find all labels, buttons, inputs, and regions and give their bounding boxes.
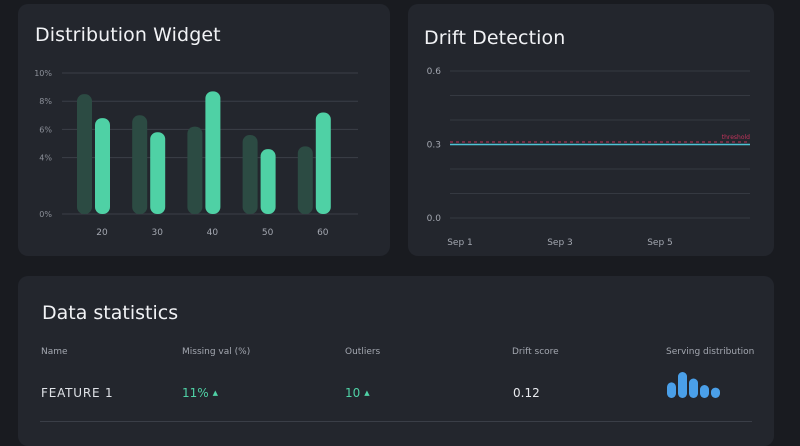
x-tick-label: Sep 1	[447, 238, 473, 248]
feature-name: FEATURE 1	[41, 386, 114, 400]
x-tick-label: 60	[317, 228, 329, 238]
bar-foreground-series[interactable]	[315, 112, 331, 214]
y-tick-label: 0%	[39, 210, 52, 219]
bar-background-series[interactable]	[132, 115, 148, 214]
x-tick-label: 50	[262, 228, 274, 238]
drift-detection-title: Drift Detection	[424, 27, 566, 49]
data-statistics-title: Data statistics	[42, 302, 179, 324]
bar-foreground-series[interactable]	[260, 149, 276, 214]
column-header-serving-distribution[interactable]: Serving distribution	[666, 347, 755, 357]
x-tick-label: 40	[207, 228, 219, 238]
bar-foreground-series[interactable]	[205, 91, 221, 214]
sparkbar	[667, 382, 676, 398]
triangle-up-icon: ▲	[212, 389, 219, 397]
y-tick-label: 8%	[39, 97, 52, 106]
outliers-cell: 10 ▲	[345, 386, 370, 400]
missing-value-cell: 11% ▲	[182, 386, 218, 400]
column-header-name[interactable]: Name	[41, 347, 68, 357]
distribution-widget-title: Distribution Widget	[35, 24, 221, 46]
drift-detection-card: Drift Detection 0.0 0.3 0.6 Sep 1 Sep 3 Sep 5…	[408, 4, 774, 256]
x-tick-label: Sep 5	[647, 238, 673, 248]
column-header-drift-score[interactable]: Drift score	[512, 347, 559, 357]
sparkbar	[689, 378, 698, 398]
sparkbar	[700, 385, 709, 398]
bar-foreground-series[interactable]	[150, 132, 166, 214]
x-tick-label: 30	[151, 228, 163, 238]
column-header-missing[interactable]: Missing val (%)	[182, 347, 251, 357]
x-tick-label: 20	[96, 228, 108, 238]
y-tick-label: 4%	[39, 154, 52, 163]
y-tick-label: 0.3	[427, 141, 441, 151]
y-tick-label: 0.6	[427, 67, 442, 77]
bar-background-series[interactable]	[77, 94, 92, 214]
data-statistics-card: Data statistics Name Missing val (%) Out…	[18, 276, 774, 446]
triangle-up-icon: ▲	[364, 389, 370, 397]
sparkbar	[711, 387, 720, 398]
y-tick-label: 6%	[39, 125, 52, 134]
distribution-chart: 0% 4% 6% 8% 10% 20 30 40 50 60	[34, 69, 358, 238]
bar-background-series[interactable]	[297, 146, 313, 214]
sparkbar	[678, 372, 687, 398]
bar-background-series[interactable]	[187, 126, 203, 214]
drift-chart: 0.0 0.3 0.6 Sep 1 Sep 3 Sep 5 threshold	[427, 67, 751, 248]
outliers-value: 10	[345, 386, 361, 400]
missing-value: 11%	[182, 386, 209, 400]
column-header-outliers[interactable]: Outliers	[345, 347, 381, 357]
drift-score-value: 0.12	[513, 386, 540, 400]
row-divider	[40, 421, 752, 422]
serving-distribution-sparkbars	[667, 372, 720, 398]
threshold-label: threshold	[722, 134, 750, 141]
y-tick-label: 0.0	[427, 214, 442, 224]
x-tick-label: Sep 3	[547, 238, 573, 248]
bar-foreground-series[interactable]	[95, 118, 110, 214]
bar-background-series[interactable]	[242, 135, 258, 214]
y-tick-label: 10%	[34, 69, 52, 78]
distribution-widget-card: Distribution Widget 0% 4% 6% 8% 10% 20 30 40 50 6…	[18, 4, 390, 256]
